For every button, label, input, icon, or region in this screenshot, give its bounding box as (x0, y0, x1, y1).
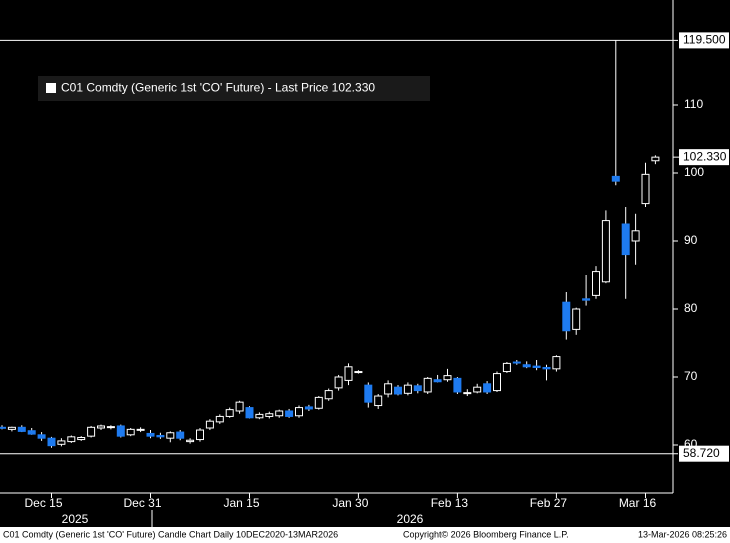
candle-body (166, 432, 175, 439)
candle-body (67, 436, 76, 443)
footer-left: C01 Comdty (Generic 1st 'CO' Future) Can… (3, 529, 338, 539)
candle-body (473, 386, 482, 393)
candle-body (205, 420, 214, 429)
candle-body (532, 365, 541, 368)
candle-body (97, 425, 105, 429)
candle-body (631, 230, 640, 242)
hline-label-box (679, 445, 729, 462)
x-tick-label: Feb 13 (431, 496, 469, 510)
candle-body (225, 409, 234, 417)
x-tick-label: Jan 15 (223, 496, 259, 510)
legend-text: C01 Comdty (Generic 1st 'CO' Future) - L… (61, 81, 375, 95)
candle-body (7, 426, 16, 430)
candle-body (304, 406, 313, 410)
footer-center: Copyright© 2026 Bloomberg Finance L.P. (403, 529, 569, 539)
candle-body (364, 384, 373, 403)
candle-body (413, 385, 422, 392)
candle-body (186, 439, 195, 443)
y-tick-label: 80 (684, 301, 698, 315)
y-tick-label: 70 (684, 369, 698, 383)
x-tick-label: Dec 15 (24, 496, 62, 510)
last-price-label: 102.330 (683, 149, 727, 163)
candle-body (156, 434, 165, 438)
candle-body (493, 373, 501, 392)
candle-body (502, 362, 511, 373)
candle-body (542, 366, 551, 370)
legend-box (38, 76, 430, 101)
candle-body (324, 390, 333, 400)
candle-body (453, 377, 462, 393)
candle-body (433, 379, 442, 383)
candle-body (265, 413, 274, 417)
candle-body (47, 437, 56, 447)
candle-body (245, 407, 254, 419)
candle-body (27, 430, 36, 435)
candle-body (17, 426, 26, 432)
candle-body (116, 425, 125, 437)
candle-body (483, 383, 492, 393)
year-label: 2026 (397, 512, 424, 526)
candle-body (582, 298, 591, 301)
candle-body (552, 356, 561, 370)
candle-body (641, 173, 650, 205)
candle-body (314, 396, 323, 409)
footer-bar (0, 527, 730, 543)
candle-body (126, 428, 135, 436)
candle-body (255, 413, 264, 419)
candle-body (344, 366, 353, 381)
candle-body (106, 426, 115, 429)
candle-body (522, 364, 531, 368)
candle-body (87, 426, 96, 437)
candle-body (146, 432, 155, 437)
candle-body (512, 361, 521, 364)
candle-body (562, 301, 571, 332)
x-tick-label: Jan 30 (332, 496, 368, 510)
candle-body (275, 410, 284, 417)
candle-body (621, 223, 630, 256)
candle-body (196, 429, 204, 441)
x-tick-label: Dec 31 (123, 496, 161, 510)
candle-body (384, 383, 393, 395)
candle-body (651, 156, 660, 162)
x-tick-label: Feb 27 (530, 496, 568, 510)
candle-body (572, 308, 581, 330)
candle-body (423, 377, 432, 393)
candle-body (176, 431, 185, 439)
candle-body (403, 384, 412, 394)
candle-body (601, 220, 610, 283)
candle-body (374, 395, 383, 407)
candle-body (592, 271, 600, 296)
candle-body (235, 401, 244, 412)
last-price-box (679, 149, 729, 166)
candle-body (0, 426, 6, 429)
x-tick-label: Mar 16 (619, 496, 657, 510)
candle-body (285, 410, 294, 417)
candle-body (354, 371, 363, 374)
candle-body (77, 437, 86, 441)
hline-label: 119.500 (683, 33, 726, 47)
candle-body (215, 415, 224, 423)
candle-body (334, 376, 343, 389)
candle-body (136, 428, 145, 431)
candle-body (463, 392, 472, 395)
hline-label: 58.720 (683, 446, 720, 460)
y-tick-label: 90 (684, 233, 698, 247)
candle-body (57, 440, 66, 445)
candle-body (394, 386, 402, 395)
candle-body (611, 175, 620, 182)
candle-body (443, 375, 452, 381)
candle-body (37, 434, 46, 439)
hline-label-box (679, 32, 729, 49)
y-tick-label: 100 (684, 165, 704, 179)
year-label: 2025 (62, 512, 89, 526)
legend-swatch (46, 83, 56, 93)
y-tick-label: 110 (684, 97, 703, 111)
footer-right: 13-Mar-2026 08:25:26 (638, 529, 727, 539)
candle-body (295, 407, 303, 417)
